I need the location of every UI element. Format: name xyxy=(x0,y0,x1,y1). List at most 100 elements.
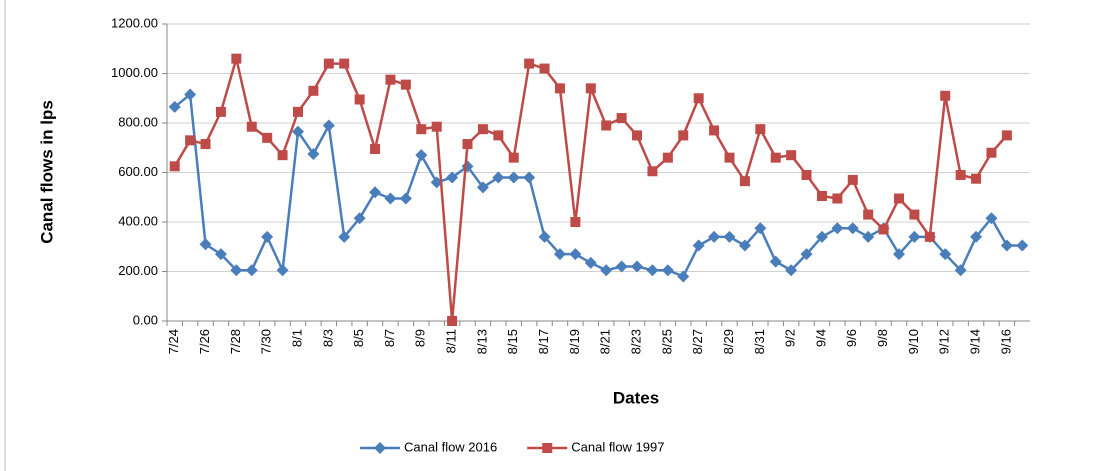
marker xyxy=(370,143,381,154)
marker xyxy=(1001,130,1012,141)
y-axis-title: Canal flows in lps xyxy=(37,100,56,244)
x-tick-label: 8/17 xyxy=(536,329,551,354)
y-tick-label: 1200.00 xyxy=(111,15,158,30)
marker xyxy=(971,173,982,184)
marker xyxy=(985,212,998,225)
marker xyxy=(600,264,613,277)
x-tick-label: 9/4 xyxy=(813,329,828,347)
marker xyxy=(708,230,721,243)
marker xyxy=(323,58,334,69)
y-tick-label: 1000.00 xyxy=(111,65,158,80)
marker xyxy=(431,121,442,132)
x-axis-title: Dates xyxy=(613,388,659,407)
marker xyxy=(939,248,952,261)
marker xyxy=(647,166,658,177)
marker xyxy=(754,222,767,235)
marker xyxy=(553,248,566,261)
x-tick-label: 8/11 xyxy=(444,329,459,353)
x-tick-label: 8/31 xyxy=(752,329,767,354)
marker xyxy=(724,152,735,163)
marker xyxy=(909,209,920,220)
x-tick-label: 8/7 xyxy=(382,329,397,347)
x-tick-label: 7/26 xyxy=(197,329,212,354)
x-tick-label: 7/24 xyxy=(166,329,181,354)
series-line xyxy=(173,58,1008,322)
marker xyxy=(261,230,274,243)
y-tick-label: 200.00 xyxy=(118,263,158,278)
marker xyxy=(816,191,827,202)
x-tick-label: 9/16 xyxy=(998,329,1013,354)
marker xyxy=(338,230,351,243)
marker xyxy=(215,106,226,117)
marker xyxy=(785,264,798,277)
marker xyxy=(615,260,628,273)
marker xyxy=(214,248,227,261)
series-line xyxy=(173,92,1023,279)
marker xyxy=(354,94,365,105)
marker xyxy=(307,147,320,160)
legend-marker xyxy=(374,442,386,454)
x-tick-label: 8/9 xyxy=(413,329,428,347)
marker xyxy=(584,256,597,269)
marker xyxy=(924,231,935,242)
marker xyxy=(493,130,504,141)
marker xyxy=(353,212,366,225)
x-tick-label: 9/10 xyxy=(906,329,921,354)
x-tick-label: 9/12 xyxy=(937,329,952,354)
marker xyxy=(447,316,458,326)
legend-label: Canal flow 2016 xyxy=(404,439,497,454)
marker xyxy=(1016,239,1029,252)
marker xyxy=(801,169,812,180)
marker xyxy=(245,264,258,277)
marker xyxy=(692,239,705,252)
marker xyxy=(832,193,843,204)
marker xyxy=(168,100,181,113)
marker xyxy=(847,174,858,185)
marker xyxy=(416,124,427,135)
marker xyxy=(477,124,488,135)
x-tick-label: 8/25 xyxy=(659,329,674,354)
marker xyxy=(661,264,674,277)
marker xyxy=(276,264,289,277)
marker xyxy=(585,83,596,94)
marker xyxy=(755,124,766,135)
marker xyxy=(384,192,397,205)
marker xyxy=(246,121,257,132)
marker xyxy=(646,264,659,277)
marker xyxy=(831,222,844,235)
x-tick-label: 7/28 xyxy=(228,329,243,354)
marker xyxy=(308,85,319,96)
legend-marker xyxy=(542,443,553,453)
x-tick-label: 9/8 xyxy=(875,329,890,347)
marker xyxy=(230,264,243,277)
marker xyxy=(693,93,704,104)
x-tick-label: 8/15 xyxy=(505,329,520,354)
marker xyxy=(199,238,212,251)
marker xyxy=(954,264,967,277)
x-tick-label: 8/5 xyxy=(351,329,366,347)
marker xyxy=(277,150,288,161)
marker xyxy=(185,135,196,146)
marker xyxy=(524,58,535,69)
marker xyxy=(492,171,505,184)
marker xyxy=(878,224,889,235)
marker xyxy=(339,58,350,69)
marker xyxy=(709,125,720,136)
marker xyxy=(385,74,396,85)
marker xyxy=(846,222,859,235)
marker xyxy=(538,230,551,243)
marker xyxy=(723,230,736,243)
marker xyxy=(678,130,689,141)
marker xyxy=(894,193,905,204)
marker xyxy=(863,209,874,220)
marker xyxy=(601,120,612,131)
x-tick-label: 8/1 xyxy=(289,329,304,347)
x-tick-label: 8/21 xyxy=(598,329,613,354)
marker xyxy=(508,152,519,163)
marker xyxy=(399,192,412,205)
marker xyxy=(507,171,520,184)
marker xyxy=(462,139,473,150)
y-tick-label: 800.00 xyxy=(118,114,158,129)
x-tick-label: 8/19 xyxy=(567,329,582,354)
